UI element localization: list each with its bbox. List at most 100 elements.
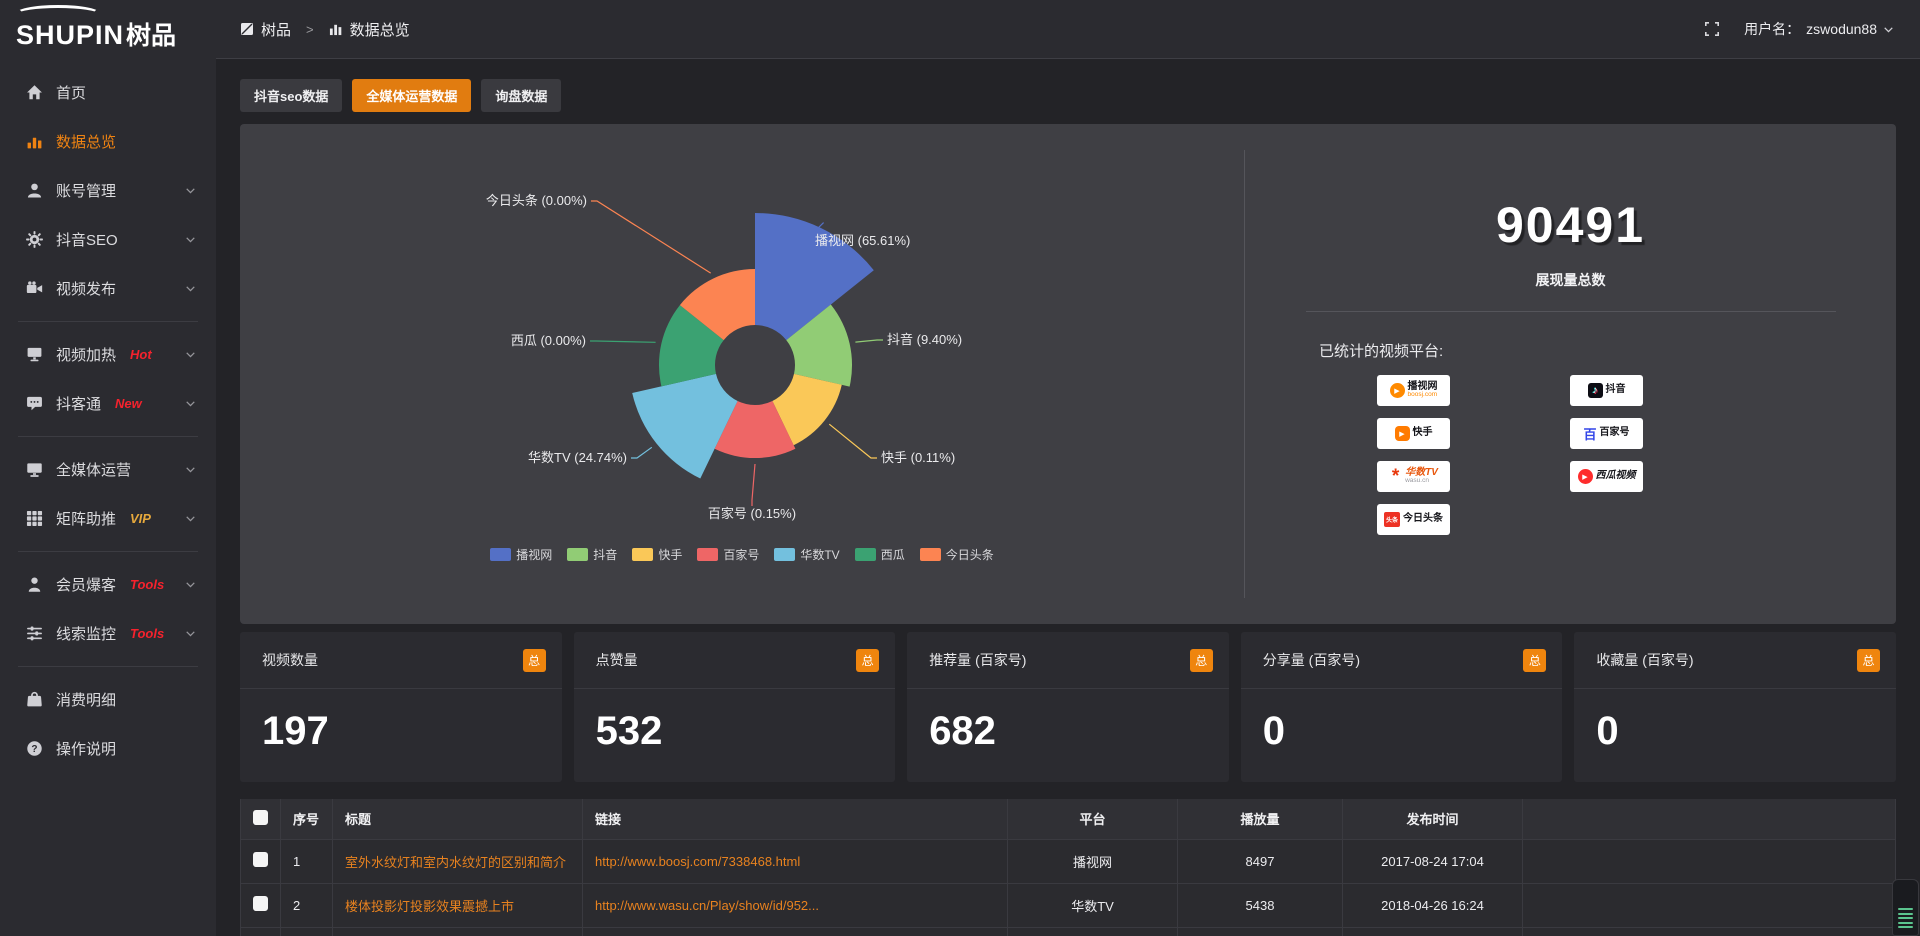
cell-index: 1 [280, 838, 333, 884]
label-line-播视网 [803, 222, 825, 242]
cell-platform: 播视网 [1007, 838, 1178, 884]
select-all-checkbox[interactable] [253, 809, 268, 825]
sidebar-item-label: 账号管理 [56, 183, 117, 200]
widget-equalizer-bars [1898, 908, 1913, 928]
chevron-down-icon [185, 185, 196, 196]
sidebar-item-wallet[interactable]: 消费明细 [0, 675, 216, 724]
sidebar-item-chart[interactable]: 数据总览 [0, 117, 216, 166]
slice-百家号[interactable] [714, 401, 796, 459]
username-value: zswodun88 [1806, 21, 1877, 37]
legend-item-华数TV[interactable]: 华数TV [774, 546, 840, 563]
sidebar-item-label: 抖音SEO [56, 232, 118, 249]
sidebar-item-label: 数据总览 [56, 134, 117, 151]
stat-card-title: 分享量 (百家号) [1262, 652, 1360, 668]
cell-title[interactable]: 楼体投影灯投影效果震撼上市 [332, 882, 583, 928]
sidebar-item-gear[interactable]: 抖音SEO [0, 215, 216, 264]
sidebar-item-monitor[interactable]: 全媒体运营 [0, 445, 216, 494]
logo-arc-decoration [15, 5, 101, 23]
cell-link[interactable]: http://www.wasu.cn/Play/show/id/952... [582, 882, 1008, 928]
slice-label-快手: 快手 (0.11%) [881, 450, 955, 465]
chevron-down-icon [185, 283, 196, 294]
platform-name: 西瓜视频 [1595, 470, 1636, 482]
platform-name: 今日头条 [1403, 513, 1443, 525]
summary-divider [1305, 311, 1836, 312]
stat-card-title: 推荐量 (百家号) [929, 652, 1027, 668]
sidebar-item-label: 视频加热 [56, 347, 117, 364]
chevron-down-icon [185, 234, 196, 245]
slice-华数TV[interactable] [632, 373, 738, 479]
sidebar-item-sliders[interactable]: 线索监控 Tools [0, 609, 216, 658]
sidebar-item-tag: Hot [130, 347, 152, 362]
data-tabs: 抖音seo数据 全媒体运营数据 询盘数据 [240, 79, 1896, 112]
breadcrumb-chart-icon [329, 22, 343, 36]
float-widget[interactable] [1892, 879, 1919, 936]
legend-item-快手[interactable]: 快手 [632, 546, 682, 563]
sidebar-item-screen[interactable]: 视频加热 Hot [0, 330, 216, 379]
col-header: 发布时间 [1342, 799, 1523, 840]
sidebar-item-label: 操作说明 [56, 741, 117, 758]
total-badge: 总 [1856, 648, 1880, 672]
legend-item-百家号[interactable]: 百家号 [697, 546, 759, 563]
cell-link[interactable]: http://www.boosj.com/7338468.html [582, 838, 1008, 884]
sidebar-item-video[interactable]: 视频发布 [0, 264, 216, 313]
slice-今日头条[interactable] [679, 268, 755, 341]
legend-label: 西瓜 [880, 548, 905, 562]
platform-badge-boosj: ▶ 播视网 boosj.com [1377, 375, 1450, 406]
slice-西瓜[interactable] [658, 305, 724, 387]
boosj-logo-icon: ▶ [1389, 383, 1405, 398]
douyin-logo-icon: ♪ [1587, 383, 1603, 398]
breadcrumb-root[interactable]: 树品 [261, 21, 292, 39]
tab-0[interactable]: 抖音seo数据 [240, 79, 343, 112]
logo-text: SHUPIN [16, 20, 125, 50]
user-menu[interactable]: 用户名： zswodun88 [1744, 19, 1894, 39]
stat-card-0: 视频数量 总 197 [240, 632, 562, 782]
legend-label: 今日头条 [945, 548, 994, 562]
row-checkbox[interactable] [253, 852, 268, 867]
sidebar-item-comment[interactable]: 抖客通 New [0, 379, 216, 428]
stat-card-value: 197 [262, 709, 329, 753]
legend-swatch [567, 548, 589, 561]
row-checkbox[interactable] [253, 896, 268, 911]
sidebar-item-user[interactable]: 账号管理 [0, 166, 216, 215]
tab-2[interactable]: 询盘数据 [481, 79, 562, 112]
sidebar-item-person[interactable]: 会员爆客 Tools [0, 560, 216, 609]
slice-抖音[interactable] [786, 304, 853, 387]
fullscreen-icon[interactable] [1704, 21, 1720, 37]
legend-item-西瓜[interactable]: 西瓜 [854, 546, 905, 563]
sidebar-item-home[interactable]: 首页 [0, 68, 216, 117]
slice-label-西瓜: 西瓜 (0.00%) [511, 333, 586, 348]
legend-item-抖音[interactable]: 抖音 [567, 546, 617, 563]
slice-label-播视网: 播视网 (65.61%) [815, 233, 910, 248]
table-row: 2 楼体投影灯投影效果震撼上市 http://www.wasu.cn/Play/… [240, 882, 1896, 928]
xigua-logo-icon: ▶ [1577, 469, 1593, 484]
slice-label-华数TV: 华数TV (24.74%) [528, 450, 627, 465]
sliders-icon [26, 625, 43, 642]
legend-swatch [632, 548, 654, 561]
legend-item-今日头条[interactable]: 今日头条 [919, 546, 994, 563]
stat-card-value: 0 [1596, 709, 1619, 753]
stat-card-3: 分享量 (百家号) 总 0 [1240, 632, 1563, 782]
total-badge: 总 [856, 648, 880, 672]
legend-swatch [697, 548, 719, 561]
legend-item-播视网[interactable]: 播视网 [490, 546, 552, 563]
stat-card-value: 0 [1262, 709, 1286, 753]
slice-label-今日头条: 今日头条 (0.00%) [486, 193, 587, 208]
label-line-今日头条 [591, 200, 712, 274]
col-header [240, 799, 281, 840]
sidebar-item-grid[interactable]: 矩阵助推 VIP [0, 494, 216, 543]
sidebar-item-question[interactable]: ? 操作说明 [0, 724, 216, 773]
platform-badge-toutiao: 头条 今日头条 [1377, 504, 1450, 535]
sidebar-divider [18, 321, 198, 322]
platform-name: 播视网 [1407, 380, 1438, 392]
stat-card-2: 推荐量 (百家号) 总 682 [907, 632, 1229, 782]
cell-title[interactable]: 室外水纹灯和室内水纹灯的区别和简介 [332, 838, 583, 884]
platform-name: 华数TV [1405, 466, 1438, 478]
slice-播视网[interactable] [755, 213, 874, 341]
chevron-down-icon [185, 579, 196, 590]
sidebar-item-label: 会员爆客 [56, 577, 117, 594]
label-line-华数TV [631, 446, 653, 459]
label-line-抖音 [855, 339, 883, 343]
slice-快手[interactable] [772, 373, 842, 446]
platform-badge-xigua: ▶ 西瓜视频 [1570, 461, 1643, 492]
tab-1[interactable]: 全媒体运营数据 [352, 79, 472, 112]
